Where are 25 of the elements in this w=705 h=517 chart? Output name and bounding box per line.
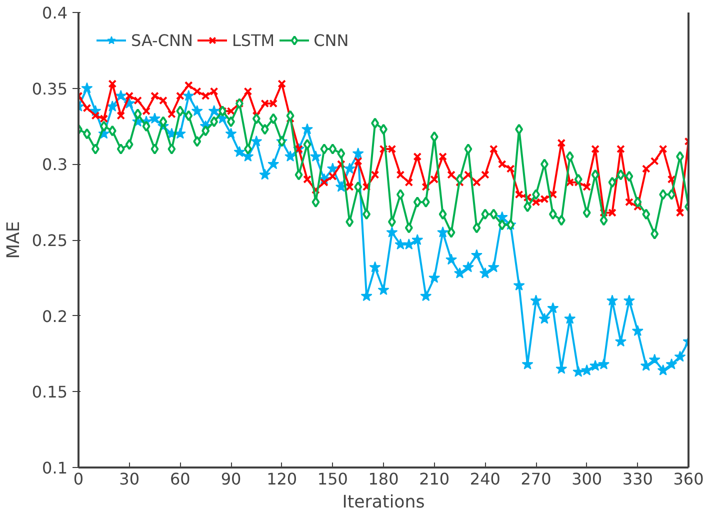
x-tick-label: 0	[73, 470, 84, 488]
y-tick-label: 0.25	[32, 231, 68, 250]
legend-label: LSTM	[232, 30, 275, 50]
y-tick-label: 0.1	[42, 458, 68, 478]
x-tick-label: 60	[170, 470, 190, 488]
x-tick-label: 240	[470, 470, 500, 488]
y-tick-label: 0.2	[42, 306, 68, 326]
y-tick-label: 0.15	[32, 382, 68, 402]
legend-label: CNN	[314, 30, 349, 50]
x-tick-label: 300	[572, 470, 602, 488]
x-axis-title: Iterations	[342, 492, 425, 512]
x-tick-label: 330	[622, 470, 653, 488]
y-tick-label: 0.35	[32, 79, 68, 98]
y-tick-label: 0.3	[42, 155, 68, 174]
x-tick-label: 150	[317, 470, 348, 488]
x-tick-label: 270	[520, 470, 552, 488]
legend-label: SA-CNN	[131, 30, 193, 50]
x-tick-label: 90	[220, 470, 242, 488]
y-axis-title: MAE	[4, 221, 24, 259]
x-tick-label: 360	[673, 470, 704, 488]
x-tick-label: 210	[419, 470, 450, 488]
x-tick-label: 180	[368, 470, 399, 488]
x-tick-label: 120	[266, 470, 298, 488]
x-tick-label: 30	[119, 470, 140, 488]
y-tick-label: 0.4	[42, 4, 68, 22]
